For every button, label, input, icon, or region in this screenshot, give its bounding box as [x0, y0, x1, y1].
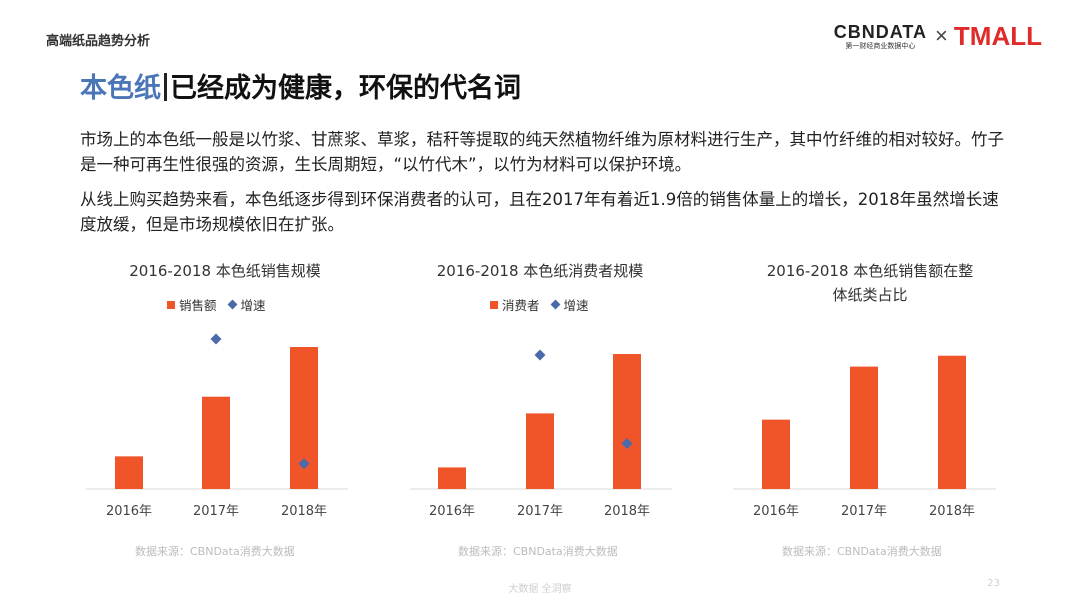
chart3-source: 数据来源：CBNData消费大数据	[782, 545, 942, 558]
chart2-growth-marker-2	[534, 349, 546, 361]
chart1-tick-label-3: 2018年	[281, 504, 327, 519]
footer-tagline: 大数据 全洞察	[508, 584, 572, 595]
chart2-title: 2016-2018 本色纸消费者规模	[436, 262, 644, 280]
paragraph-material: 市场上的本色纸一般是以竹浆、甘蔗浆、草浆，秸秆等提取的纯天然植物纤维为原材料进行…	[80, 130, 1004, 174]
page-title: 本色纸 已经成为健康，环保的代名词	[80, 66, 521, 105]
title-divider	[164, 73, 167, 101]
chart3-bar-1	[762, 419, 790, 489]
chart1-tick-label-1: 2016年	[106, 504, 152, 519]
paragraph-trend: 从线上购买趋势来看，本色纸逐步得到环保消费者的认可，且在2017年有着近1.9倍…	[80, 190, 999, 234]
page-title-accent: 本色纸	[80, 73, 161, 104]
chart2-bar-2	[526, 413, 554, 489]
chart2-bar-3	[613, 354, 641, 489]
page-title-text: 已经成为健康，环保的代名词	[170, 73, 521, 104]
chart2-tick-label-2: 2017年	[517, 504, 563, 519]
legend-growth-label: 增速	[240, 298, 266, 313]
chart3-bar-3	[938, 355, 966, 489]
times-symbol: ×	[935, 23, 948, 48]
legend-bar-swatch	[490, 300, 498, 309]
chart3-tick-label-3: 2018年	[929, 504, 975, 519]
chart1-source: 数据来源：CBNData消费大数据	[135, 545, 295, 558]
legend-bar-swatch	[167, 300, 175, 309]
cbndata-logo-subtitle: 第一财经商业数据中心	[845, 41, 916, 50]
section-label: 高端纸品趋势分析	[46, 34, 151, 49]
partner-logos: CBNDATA 第一财经商业数据中心 × TMALL	[834, 16, 1042, 56]
legend-growth-label: 增速	[563, 298, 589, 313]
chart1-growth-marker-3	[298, 458, 310, 470]
chart3-title-line2: 体纸类占比	[832, 286, 908, 304]
chart1-legend: 销售额 增速	[167, 295, 266, 314]
legend-bar-label: 销售额	[179, 298, 217, 313]
chart1-tick-label-2: 2017年	[193, 504, 239, 519]
chart2-tick-label-1: 2016年	[429, 504, 475, 519]
chart3-tick-label-2: 2017年	[841, 504, 887, 519]
chart2-growth-marker-3	[621, 438, 633, 450]
chart2-source: 数据来源：CBNData消费大数据	[458, 545, 618, 558]
legend-bar-label: 消费者	[502, 298, 540, 313]
chart2-legend: 消费者 增速	[490, 295, 589, 314]
chart3-title-line1: 2016-2018 本色纸销售额在整	[766, 262, 974, 280]
chart1-growth-marker-2	[210, 333, 222, 345]
chart3-title: 2016-2018 本色纸销售额在整 体纸类占比	[725, 259, 1015, 307]
tmall-logo: TMALL	[953, 20, 1042, 51]
chart3-tick-label-1: 2016年	[753, 504, 799, 519]
page-number: 23	[987, 578, 1000, 589]
chart2-tick-label-3: 2018年	[604, 504, 650, 519]
chart1-title: 2016-2018 本色纸销售规模	[129, 262, 321, 280]
chart3-bar-2	[850, 366, 878, 489]
chart1-bar-2	[202, 396, 230, 489]
chart2-bar-1	[438, 467, 466, 489]
cbndata-logo-text: CBNDATA	[833, 21, 928, 42]
cbndata-logo: CBNDATA 第一财经商业数据中心	[834, 22, 927, 51]
chart1-bar-1	[115, 456, 143, 489]
